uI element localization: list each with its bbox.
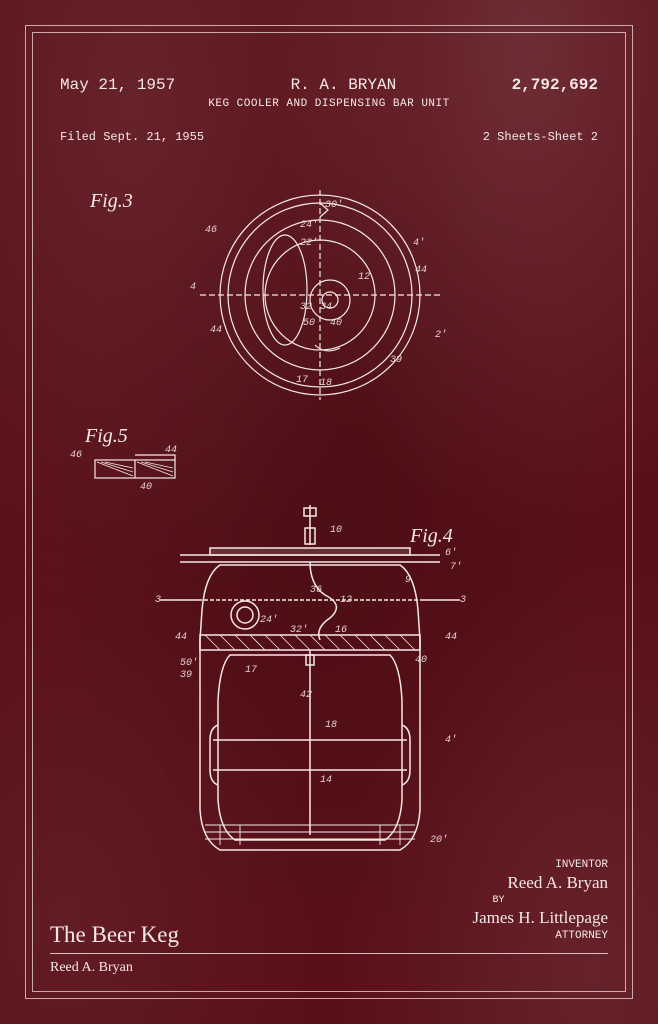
footer-divider (50, 953, 608, 954)
part-num: 12 (340, 595, 352, 606)
part-num: 10 (330, 525, 342, 536)
part-num: 2' (435, 330, 447, 341)
part-num: 42 (300, 690, 312, 701)
part-num: 3 (460, 595, 466, 606)
part-num: 46 (205, 225, 217, 236)
signature-block: INVENTOR Reed A. Bryan BY James H. Littl… (473, 859, 609, 942)
part-num: 30' (325, 200, 343, 211)
filed-date: Filed Sept. 21, 1955 (60, 130, 204, 144)
part-num: 22' (300, 238, 318, 249)
part-num: 20' (430, 835, 448, 846)
attorney-label: ATTORNEY (473, 930, 609, 942)
filed-row: Filed Sept. 21, 1955 2 Sheets-Sheet 2 (60, 130, 598, 144)
part-num: 40 (415, 655, 427, 666)
part-num: 34 (320, 302, 332, 313)
fig3-drawing (180, 180, 460, 410)
part-num: 18 (325, 720, 337, 731)
part-num: 44 (445, 632, 457, 643)
footer-title: The Beer Keg (50, 922, 179, 948)
inventor-signature: Reed A. Bryan (473, 873, 609, 893)
part-num: 17 (296, 375, 308, 386)
header-row: May 21, 1957 R. A. BRYAN 2,792,692 (60, 76, 598, 94)
fig3-label: Fig.3 (90, 190, 133, 213)
part-num: 44 (210, 325, 222, 336)
fig5-label: Fig.5 (85, 425, 128, 448)
sheets-info: 2 Sheets-Sheet 2 (483, 130, 598, 144)
part-num: 12 (358, 272, 370, 283)
inventor-short: R. A. BRYAN (291, 76, 397, 94)
part-num: 14 (320, 775, 332, 786)
part-num: 6' (445, 548, 457, 559)
part-num: 32' (290, 625, 308, 636)
by-label: BY (473, 895, 609, 906)
part-num: 24' (300, 220, 318, 231)
part-num: 16 (335, 625, 347, 636)
part-num: 18 (320, 378, 332, 389)
patent-number: 2,792,692 (512, 76, 598, 94)
part-num: 32 (300, 302, 312, 313)
part-num: 4' (413, 238, 425, 249)
part-num: 50 (303, 318, 315, 329)
part-num: 7' (450, 562, 462, 573)
part-num: 36 (310, 585, 322, 596)
part-num: 39 (180, 670, 192, 681)
part-num: 46 (70, 450, 82, 461)
patent-subtitle: KEG COOLER AND DISPENSING BAR UNIT (0, 98, 658, 110)
attorney-signature: James H. Littlepage (473, 908, 609, 928)
part-num: 40 (330, 318, 342, 329)
part-num: 39 (390, 355, 402, 366)
footer-author: Reed A. Bryan (50, 960, 133, 976)
part-num: 4' (445, 735, 457, 746)
part-num: 44 (175, 632, 187, 643)
part-num: 3 (155, 595, 161, 606)
inventor-label: INVENTOR (473, 859, 609, 871)
part-num: 24' (260, 615, 278, 626)
part-num: 44 (415, 265, 427, 276)
part-num: 44 (165, 445, 177, 456)
part-num: 4 (190, 282, 196, 293)
part-num: 9 (405, 575, 411, 586)
part-num: 50' (180, 658, 198, 669)
fig4-drawing (150, 500, 470, 870)
part-num: 17 (245, 665, 257, 676)
patent-date: May 21, 1957 (60, 76, 175, 94)
part-num: 40 (140, 482, 152, 493)
